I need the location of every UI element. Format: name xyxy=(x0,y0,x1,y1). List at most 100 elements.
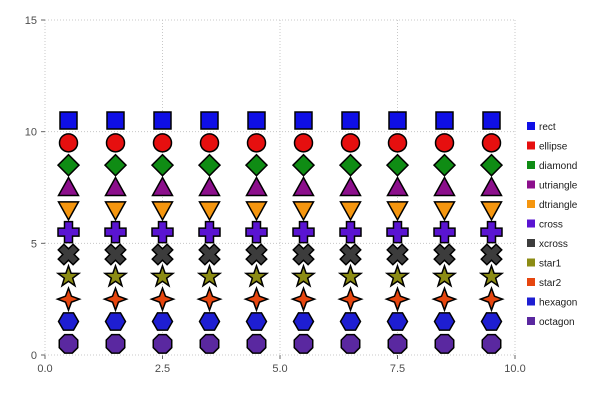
marker-dtriangle xyxy=(386,201,409,222)
marker-star1 xyxy=(290,263,317,288)
marker-dtriangle xyxy=(151,201,174,222)
marker-star1 xyxy=(196,263,223,288)
marker-ellipse xyxy=(199,133,220,153)
marker-xcross xyxy=(433,243,456,266)
marker-octagon xyxy=(293,333,314,354)
marker-star1 xyxy=(384,263,411,288)
legend-swatch-dtriangle xyxy=(527,200,535,208)
x-tick-label: 2.5 xyxy=(155,363,170,375)
marker-ellipse xyxy=(434,133,455,153)
marker-hexagon xyxy=(292,312,315,331)
marker-xcross xyxy=(480,243,503,266)
marker-utriangle xyxy=(480,175,503,197)
marker-dtriangle xyxy=(104,201,127,222)
legend-swatch-diamond xyxy=(527,161,535,169)
marker-cross xyxy=(198,220,221,244)
marker-star1 xyxy=(55,263,82,288)
marker-utriangle xyxy=(339,175,362,197)
marker-star2 xyxy=(196,286,223,313)
legend-swatch-star2 xyxy=(527,278,535,286)
marker-cross xyxy=(151,220,174,244)
marker-rect xyxy=(153,111,172,130)
marker-star1 xyxy=(149,263,176,288)
marker-octagon xyxy=(340,333,361,354)
marker-star2 xyxy=(149,286,176,313)
legend-label-diamond: diamond xyxy=(539,161,577,172)
marker-xcross xyxy=(292,243,315,266)
legend-swatch-rect xyxy=(527,122,535,130)
legend: rect ellipse diamond utriangle dtriangle cros… xyxy=(527,122,578,328)
marker-rect xyxy=(388,111,407,130)
legend-swatch-star1 xyxy=(527,258,535,267)
marker-octagon xyxy=(199,333,220,354)
marker-dtriangle xyxy=(480,201,503,222)
marker-hexagon xyxy=(433,312,456,331)
marker-utriangle xyxy=(198,175,221,197)
marker-star1 xyxy=(243,263,270,288)
marker-ellipse xyxy=(246,133,267,153)
marker-ellipse xyxy=(293,133,314,153)
marker-hexagon xyxy=(480,312,503,331)
marker-utriangle xyxy=(151,175,174,197)
marker-dtriangle xyxy=(292,201,315,222)
marker-hexagon xyxy=(339,312,362,331)
marker-xcross xyxy=(198,243,221,266)
legend-label-rect: rect xyxy=(539,122,556,133)
y-tick-label: 5 xyxy=(31,238,37,250)
marker-octagon xyxy=(152,333,173,354)
marker-ellipse xyxy=(152,133,173,153)
marker-utriangle xyxy=(386,175,409,197)
marker-hexagon xyxy=(151,312,174,331)
legend-label-star2: star2 xyxy=(539,278,562,289)
marker-hexagon xyxy=(245,312,268,331)
marker-diamond xyxy=(103,153,128,177)
marker-xcross xyxy=(57,243,80,266)
legend-label-utriangle: utriangle xyxy=(539,181,578,192)
marker-star1 xyxy=(431,263,458,288)
legend-label-ellipse: ellipse xyxy=(539,142,568,153)
marker-diamond xyxy=(244,153,269,177)
marker-star2 xyxy=(55,286,82,313)
marker-octagon xyxy=(481,333,502,354)
marker-diamond xyxy=(432,153,457,177)
marker-star2 xyxy=(384,286,411,313)
marker-diamond xyxy=(385,153,410,177)
marker-cross xyxy=(339,220,362,244)
marker-dtriangle xyxy=(433,201,456,222)
marker-star1 xyxy=(102,263,129,288)
marker-cross xyxy=(292,220,315,244)
marker-cross xyxy=(433,220,456,244)
marker-ellipse xyxy=(387,133,408,153)
marker-ellipse xyxy=(481,133,502,153)
marker-star2 xyxy=(243,286,270,313)
marker-star2 xyxy=(478,286,505,313)
marker-xcross xyxy=(104,243,127,266)
marker-dtriangle xyxy=(198,201,221,222)
legend-swatch-xcross xyxy=(527,239,535,247)
marker-diamond xyxy=(291,153,316,177)
marker-cross xyxy=(480,220,503,244)
marker-ellipse xyxy=(105,133,126,153)
marker-utriangle xyxy=(245,175,268,197)
marker-hexagon xyxy=(198,312,221,331)
marker-star2 xyxy=(337,286,364,313)
marker-utriangle xyxy=(104,175,127,197)
marker-star1 xyxy=(478,263,505,288)
marker-octagon xyxy=(246,333,267,354)
marker-octagon xyxy=(105,333,126,354)
y-tick-label: 10 xyxy=(25,127,37,139)
x-tick-label: 10.0 xyxy=(504,363,525,375)
marker-rect xyxy=(247,111,266,130)
y-tick-label: 0 xyxy=(31,350,37,362)
marker-utriangle xyxy=(433,175,456,197)
marker-rect xyxy=(59,111,78,130)
legend-label-hexagon: hexagon xyxy=(539,298,577,309)
marker-cross xyxy=(57,220,80,244)
marker-xcross xyxy=(245,243,268,266)
legend-label-octagon: octagon xyxy=(539,317,575,328)
x-tick-label: 5.0 xyxy=(272,363,287,375)
marker-diamond xyxy=(197,153,222,177)
legend-label-xcross: xcross xyxy=(539,239,568,250)
marker-star2 xyxy=(102,286,129,313)
